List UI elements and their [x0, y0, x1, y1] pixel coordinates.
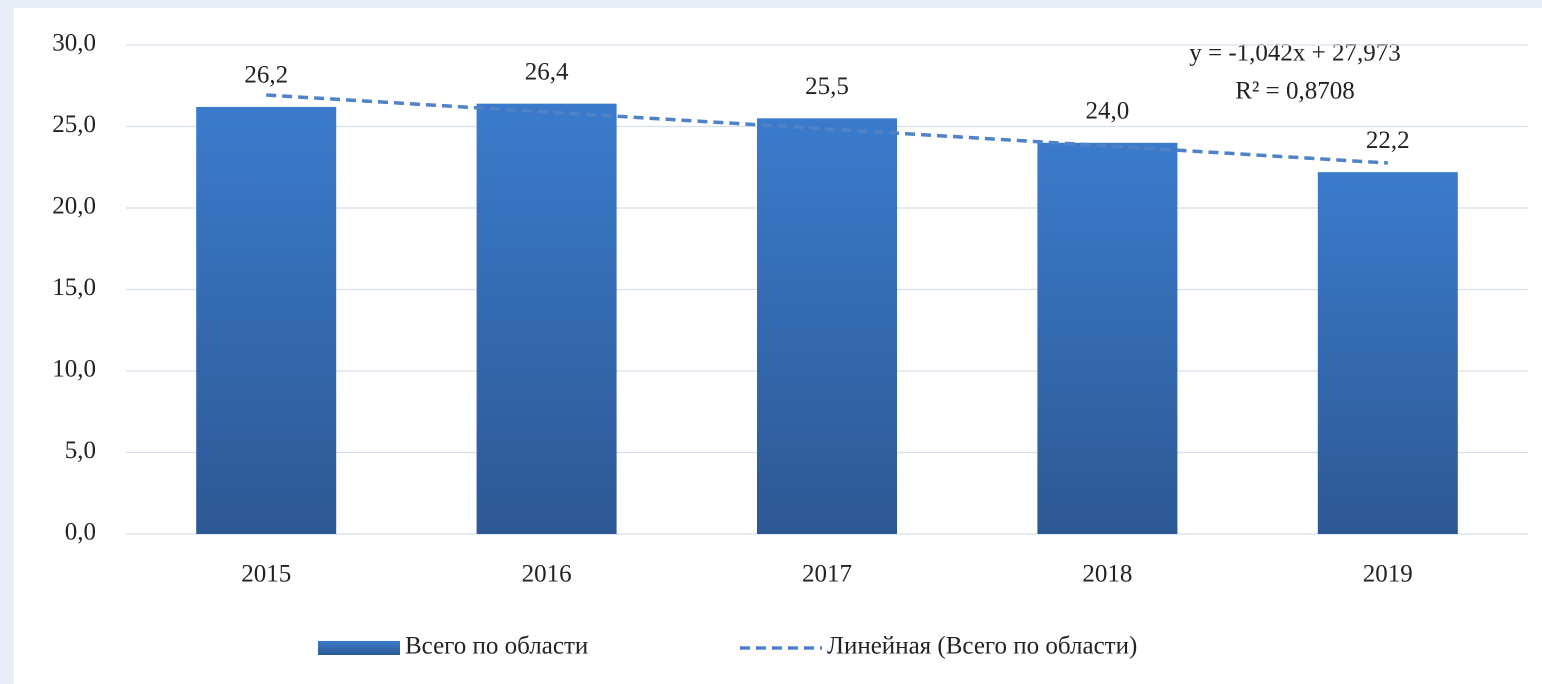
x-tick-label: 2016: [522, 561, 572, 588]
y-tick-label: 10,0: [52, 356, 96, 383]
x-tick-label: 2019: [1363, 561, 1413, 588]
y-tick-label: 30,0: [52, 30, 96, 57]
trend-r-squared: R² = 0,8708: [1235, 78, 1355, 105]
data-label: 22,2: [1366, 127, 1410, 154]
trend-equation: y = -1,042x + 27,973: [1189, 40, 1401, 67]
data-label: 26,4: [525, 58, 569, 85]
bar: [1037, 142, 1178, 535]
y-tick-label: 5,0: [65, 437, 96, 464]
y-tick-label: 20,0: [52, 193, 96, 220]
y-tick-label: 0,0: [65, 519, 96, 546]
legend-label: Всего по области: [405, 633, 588, 660]
bar: [196, 106, 337, 534]
bar: [1317, 172, 1458, 534]
trendline: [266, 93, 1388, 165]
legend-swatch: [318, 641, 400, 655]
bar: [757, 118, 897, 534]
y-tick-label: 25,0: [52, 111, 96, 138]
data-label: 24,0: [1086, 98, 1130, 125]
legend-label: Линейная (Всего по области): [827, 633, 1137, 660]
bar: [476, 103, 617, 535]
x-tick-label: 2018: [1082, 561, 1132, 588]
x-tick-label: 2017: [802, 561, 852, 588]
x-tick-label: 2015: [241, 561, 291, 588]
data-label: 26,2: [244, 62, 288, 89]
data-label: 25,5: [805, 73, 849, 100]
y-tick-label: 15,0: [52, 274, 96, 301]
